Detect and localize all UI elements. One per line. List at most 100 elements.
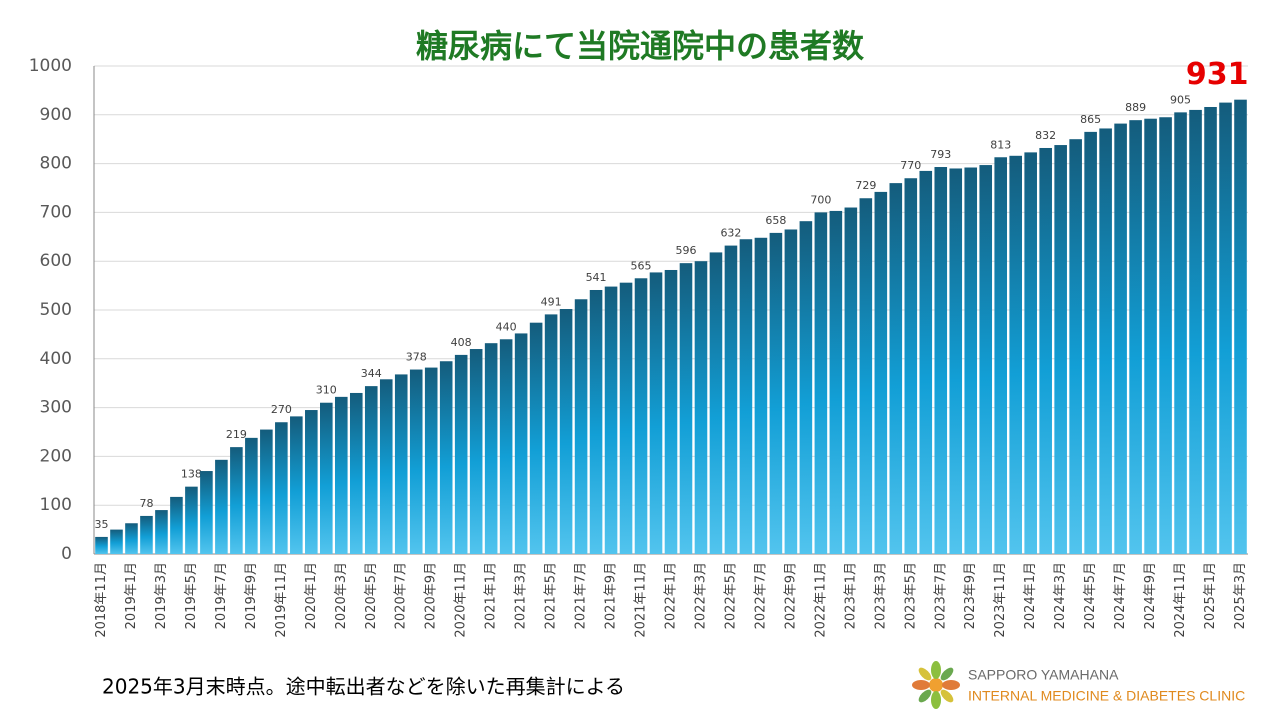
value-label: 905	[1170, 93, 1191, 106]
bar	[754, 237, 768, 554]
x-tick-label: 2022年7月	[753, 562, 768, 629]
bar	[589, 289, 603, 554]
value-label: 596	[675, 244, 696, 257]
bar	[844, 207, 858, 554]
bar	[424, 367, 438, 554]
value-label: 219	[226, 428, 247, 441]
x-tick-label: 2024年3月	[1053, 562, 1068, 629]
value-label: 813	[990, 138, 1011, 151]
bar	[305, 410, 318, 554]
bar	[320, 402, 333, 554]
x-tick-label: 2020年5月	[364, 562, 379, 629]
x-tick-label: 2022年3月	[693, 562, 708, 629]
bar	[409, 369, 423, 554]
bar	[769, 232, 783, 554]
bar	[125, 523, 138, 554]
value-label: 491	[541, 295, 562, 308]
x-tick-label: 2024年5月	[1083, 562, 1098, 629]
bar	[799, 221, 813, 554]
bar	[155, 510, 168, 554]
bar	[829, 210, 843, 554]
bar	[1069, 139, 1082, 554]
bar	[529, 322, 543, 554]
value-label: 78	[139, 497, 153, 510]
value-label: 541	[586, 271, 607, 284]
bar	[664, 269, 678, 554]
bar	[1009, 155, 1022, 555]
x-tick-label: 2023年1月	[843, 562, 858, 629]
bar	[814, 212, 828, 554]
bar	[334, 396, 348, 554]
x-tick-label: 2020年1月	[304, 562, 319, 629]
x-tick-label: 2023年3月	[873, 562, 888, 629]
bar	[934, 167, 948, 555]
bar	[364, 386, 378, 554]
bar	[110, 529, 123, 554]
bar	[889, 183, 903, 554]
y-tick-label: 800	[40, 154, 72, 174]
bar	[379, 379, 393, 554]
y-tick-label: 400	[40, 349, 72, 369]
bar	[634, 278, 648, 554]
bar	[1084, 131, 1097, 554]
x-tick-label: 2021年9月	[604, 562, 619, 629]
value-label: 270	[271, 403, 292, 416]
value-label: 658	[765, 214, 786, 227]
bar	[1219, 102, 1232, 554]
bar	[904, 178, 918, 555]
value-label: 35	[94, 518, 108, 531]
x-tick-label: 2020年7月	[394, 562, 409, 629]
x-tick-label: 2025年3月	[1233, 562, 1248, 629]
x-tick-label: 2024年1月	[1023, 562, 1038, 629]
bar	[949, 168, 963, 555]
bar	[964, 167, 978, 554]
bar	[1174, 112, 1187, 555]
x-tick-label: 2024年9月	[1143, 562, 1158, 629]
value-label: 793	[930, 148, 951, 161]
x-tick-label: 2024年11月	[1173, 562, 1188, 638]
y-tick-label: 300	[40, 398, 72, 418]
bar	[275, 422, 288, 554]
bar	[874, 191, 888, 555]
bar	[439, 361, 453, 554]
bar	[544, 314, 558, 554]
x-tick-label: 2022年11月	[813, 562, 828, 638]
x-tick-label: 2019年1月	[124, 562, 139, 629]
bar	[230, 447, 243, 554]
y-tick-label: 1000	[29, 56, 72, 76]
bar	[349, 392, 363, 554]
x-tick-label: 2021年3月	[514, 562, 529, 629]
bar	[215, 459, 228, 554]
x-tick-label: 2020年11月	[454, 562, 469, 638]
x-tick-label: 2023年7月	[933, 562, 948, 629]
bar	[559, 309, 573, 554]
x-tick-label: 2019年3月	[154, 562, 169, 629]
x-tick-label: 2018年11月	[94, 562, 109, 638]
x-tick-label: 2025年1月	[1203, 562, 1218, 629]
x-tick-label: 2023年11月	[993, 562, 1008, 638]
bar	[1234, 99, 1247, 554]
bar	[784, 229, 798, 555]
value-label: 729	[855, 179, 876, 192]
bar	[679, 263, 693, 554]
bar	[1189, 109, 1202, 555]
x-tick-label: 2023年9月	[963, 562, 978, 629]
bar	[1099, 128, 1112, 555]
bar	[1114, 123, 1127, 555]
bar	[604, 286, 618, 554]
x-tick-label: 2019年5月	[184, 562, 199, 629]
x-tick-label: 2020年3月	[334, 562, 349, 629]
bar	[245, 437, 258, 554]
bar	[919, 170, 933, 555]
y-tick-label: 500	[40, 300, 72, 320]
bar	[454, 354, 468, 554]
value-label: 440	[496, 320, 517, 333]
bar	[95, 536, 108, 554]
bar	[1039, 147, 1052, 554]
y-tick-label: 0	[61, 544, 72, 564]
bar	[484, 343, 498, 554]
bar	[1144, 118, 1157, 554]
chart-title: 糖尿病にて当院通院中の患者数	[416, 27, 865, 65]
bar	[469, 349, 483, 554]
